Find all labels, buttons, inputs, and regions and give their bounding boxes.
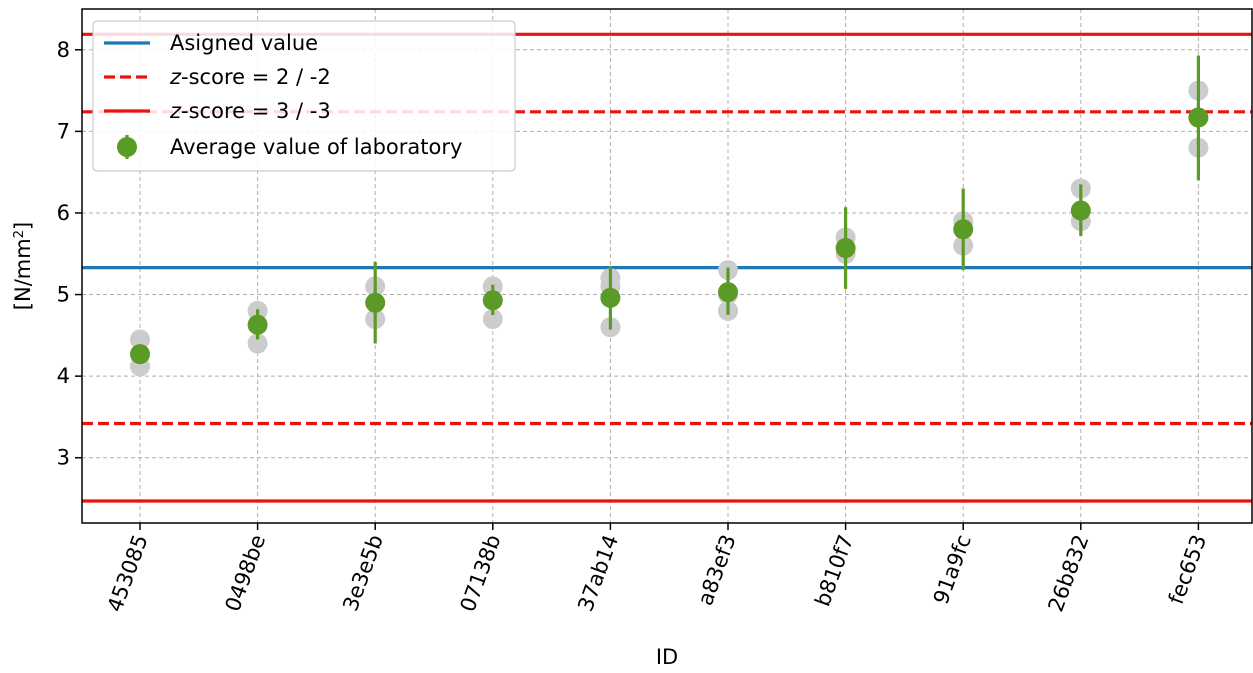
y-tick-label: 8 — [57, 38, 70, 62]
y-tick-label: 7 — [57, 119, 70, 143]
average-point — [130, 344, 150, 365]
legend-marker — [117, 137, 137, 157]
average-point — [600, 287, 621, 308]
replicate-point — [482, 309, 503, 330]
average-points — [130, 107, 1209, 365]
legend-label: z-score = 2 / -2 — [169, 65, 331, 89]
x-tick-label: 37ab14 — [573, 532, 623, 615]
average-point — [718, 282, 738, 303]
x-tick-label: b810f7 — [810, 532, 858, 610]
legend-item-avg: Average value of laboratory — [117, 135, 462, 159]
average-point — [953, 219, 974, 240]
x-tick-label: 0498be — [220, 532, 270, 615]
legend: Asigned value z-score = 2 / -2 z-score = 3… — [92, 20, 516, 172]
x-tick-label: 26b832 — [1044, 532, 1094, 616]
legend-item-z3: z-score = 3 / -3 — [104, 99, 331, 123]
x-tick-label: 07138b — [456, 532, 506, 616]
legend-item-z2: z-score = 2 / -2 — [104, 65, 331, 89]
legend-label: z-score = 3 / -3 — [169, 99, 331, 123]
average-point — [247, 314, 268, 335]
y-tick-label: 3 — [57, 446, 70, 470]
x-tick-label: fec653 — [1164, 532, 1211, 608]
x-axis-label: ID — [656, 645, 678, 669]
legend-label: Asigned value — [170, 31, 318, 55]
x-tick-label: 453085 — [103, 532, 153, 616]
legend-item-assigned: Asigned value — [104, 31, 318, 55]
y-ticks: 3 4 5 6 7 8 — [57, 38, 82, 470]
y-tick-label: 6 — [57, 201, 70, 225]
average-point — [1188, 107, 1209, 128]
y-tick-label: 5 — [57, 283, 70, 307]
replicate-point — [247, 333, 268, 354]
y-axis-label: [N/mm2] — [11, 222, 35, 310]
legend-label: Average value of laboratory — [170, 135, 462, 159]
average-point — [1070, 200, 1091, 221]
plot-frame — [81, 8, 1253, 524]
y-tick-label: 4 — [57, 364, 70, 388]
average-point — [482, 290, 503, 311]
replicate-point — [130, 329, 150, 350]
average-point — [835, 238, 856, 259]
legend-box — [92, 20, 516, 172]
x-tick-label: 3e3e5b — [338, 532, 388, 615]
x-tick-label: 91a9fc — [929, 532, 976, 608]
x-ticks: 453085 0498be 3e3e5b 07138b 37ab14 a83ef3 b810… — [103, 523, 1211, 615]
average-point — [365, 292, 386, 313]
x-tick-label: a83ef3 — [693, 532, 741, 609]
